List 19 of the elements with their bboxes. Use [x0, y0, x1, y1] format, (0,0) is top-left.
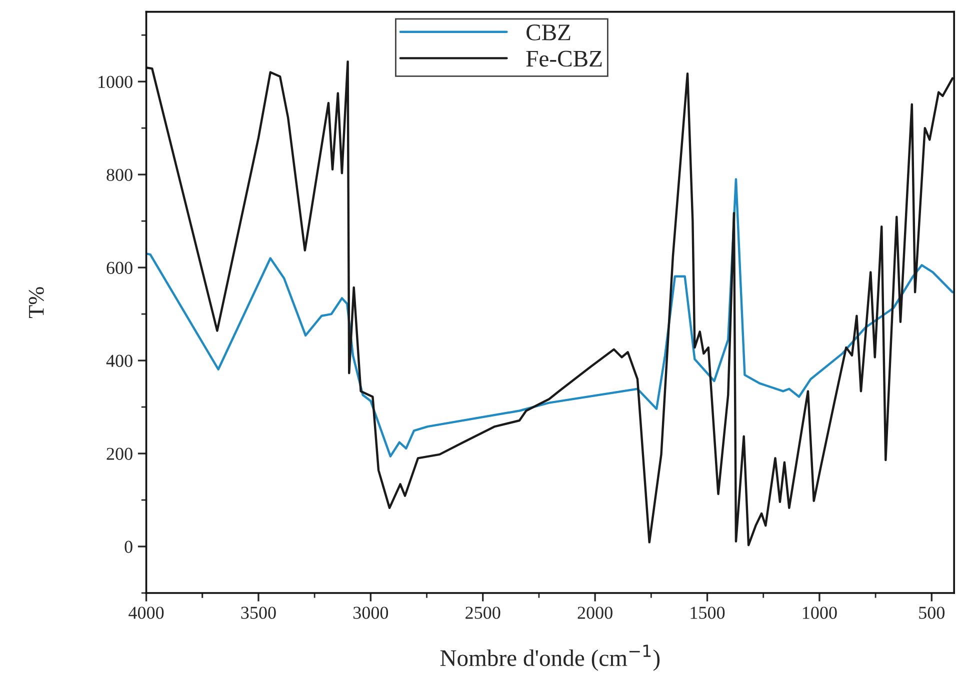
y-tick-label: 600 [106, 262, 132, 274]
line-series [146, 178, 954, 458]
x-tick-label: 1000 [802, 606, 837, 619]
x-tick-label: 2000 [578, 606, 612, 619]
x-tick-label: 500 [919, 606, 944, 619]
x-axis-title: Nombre d'onde (cm$^{−1}$) [440, 644, 660, 671]
x-tick-label: 3000 [353, 606, 388, 619]
x-tick-label: 2500 [466, 606, 500, 619]
legend-label: CBZ [526, 24, 570, 40]
y-tick-label: 800 [106, 168, 132, 181]
legend-label: Fe-CBZ [526, 50, 602, 67]
y-tick-label: 400 [106, 354, 132, 367]
x-tick-label: 1500 [690, 606, 725, 619]
y-tick-label: 0 [124, 540, 132, 553]
y-tick-label: 1000 [98, 76, 132, 88]
y-axis-title: T% [28, 287, 44, 318]
y-tick-label: 200 [106, 448, 132, 460]
x-tick-label: 3500 [241, 606, 276, 619]
x-tick-label: 4000 [128, 606, 164, 619]
